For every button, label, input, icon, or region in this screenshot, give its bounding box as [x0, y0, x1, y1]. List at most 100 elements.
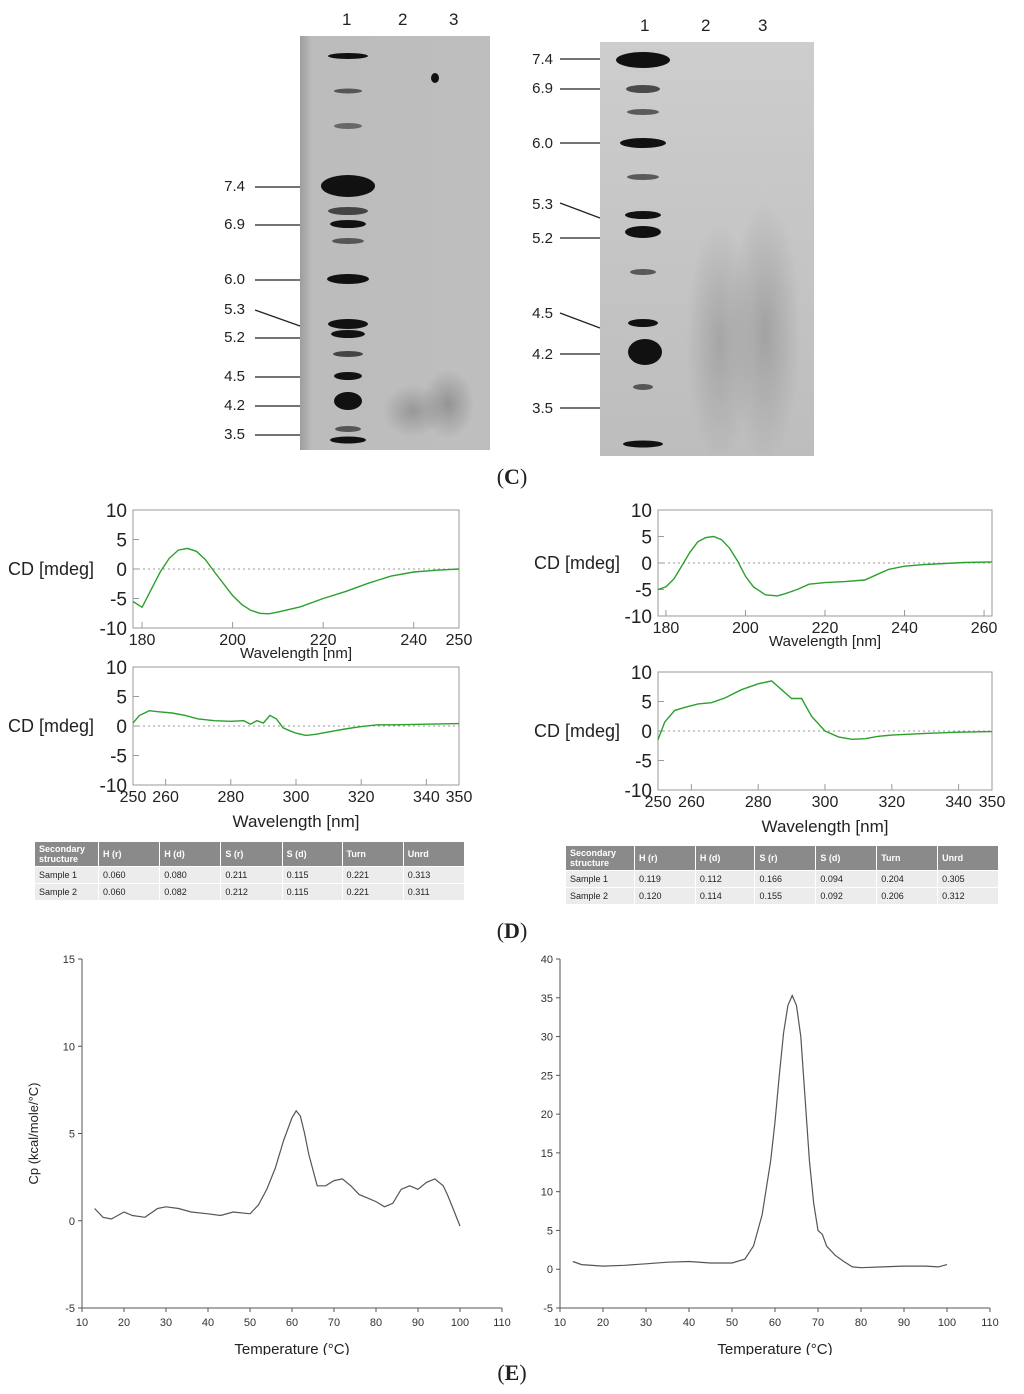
y-tick-label: 10 [106, 501, 127, 522]
x-tick-label: 300 [283, 789, 310, 806]
table-row: Sample 2 0.060 0.082 0.212 0.115 0.221 0… [35, 883, 466, 900]
table-header: H (r) [634, 846, 696, 871]
y-tick-label: -10 [100, 776, 127, 797]
pi-marker-label: 6.9 [224, 216, 245, 233]
table-cell: 0.221 [342, 866, 404, 884]
x-tick-label: 220 [812, 620, 839, 637]
table-header: S (d) [282, 842, 343, 867]
x-tick-label: 100 [938, 1317, 956, 1329]
pi-marker-label: 5.3 [224, 301, 245, 318]
x-tick-label: 250 [645, 794, 672, 811]
table-cell: Sample 2 [566, 887, 635, 904]
x-axis-label: Wavelength [nm] [762, 817, 889, 836]
pi-marker-label: 5.2 [532, 230, 553, 247]
x-tick-label: 100 [451, 1317, 469, 1329]
secondary-structure-table-right: Secondary structure H (r) H (d) S (r) S … [566, 846, 999, 904]
y-tick-label: -10 [625, 781, 652, 802]
table-cell: 0.060 [98, 883, 161, 900]
secondary-structure-table-left: Secondary structure H (r) H (d) S (r) S … [35, 842, 466, 900]
x-tick-label: 250 [120, 789, 147, 806]
table-header: Unrd [403, 842, 466, 867]
x-tick-label: 20 [118, 1317, 130, 1329]
x-tick-label: 260 [971, 620, 998, 637]
pi-marker-label: 5.3 [532, 196, 553, 213]
table-cell: 0.211 [220, 866, 283, 884]
x-tick-label: 180 [129, 632, 156, 649]
pi-marker-label: 6.9 [532, 80, 553, 97]
dsc-thermogram-line [572, 993, 948, 1269]
x-tick-label: 350 [446, 789, 473, 806]
x-tick-label: 260 [678, 794, 705, 811]
table-cell: 0.212 [220, 883, 283, 900]
y-tick-label: 25 [541, 1070, 553, 1082]
table-cell: 0.119 [634, 870, 696, 888]
table-cell: 0.060 [98, 866, 161, 884]
x-tick-label: 340 [945, 794, 972, 811]
x-tick-label: 40 [202, 1317, 214, 1329]
x-tick-label: 200 [732, 620, 759, 637]
x-axis-label: Wavelength [nm] [240, 645, 352, 662]
table-header: S (r) [754, 846, 817, 871]
x-axis-label: Wavelength [nm] [769, 633, 881, 650]
x-tick-label: 30 [640, 1317, 652, 1329]
pi-marker-label: 4.5 [532, 305, 553, 322]
x-tick-label: 240 [891, 620, 918, 637]
table-cell: 0.115 [282, 866, 343, 884]
x-tick-label: 70 [812, 1317, 824, 1329]
y-tick-label: -5 [635, 752, 652, 773]
y-tick-label: 10 [631, 501, 652, 522]
x-tick-label: 320 [348, 789, 375, 806]
table-cell: 0.112 [695, 870, 756, 888]
y-tick-label: 30 [541, 1032, 553, 1044]
x-tick-label: 350 [979, 794, 1006, 811]
x-tick-label: 10 [76, 1317, 88, 1329]
x-tick-label: 240 [400, 632, 427, 649]
x-tick-label: 280 [217, 789, 244, 806]
table-header: H (d) [695, 846, 756, 871]
plot-frame [132, 509, 460, 629]
y-tick-label: -10 [625, 607, 652, 628]
table-header: S (r) [220, 842, 283, 867]
x-tick-label: 60 [769, 1317, 781, 1329]
pi-marker-label: 4.2 [532, 346, 553, 363]
table-header: Unrd [937, 846, 999, 871]
gel-left-bands [321, 53, 439, 444]
y-tick-label: 5 [69, 1129, 75, 1141]
x-tick-label: 280 [745, 794, 772, 811]
table-cell: 0.221 [342, 883, 404, 900]
y-tick-label: 10 [106, 658, 127, 679]
pi-marker-label: 6.0 [224, 271, 245, 288]
y-tick-label: 35 [541, 993, 553, 1005]
plot-frame [132, 666, 460, 786]
y-axis-label: CD [mdeg] [8, 559, 94, 579]
table-cell: 0.094 [815, 870, 878, 888]
x-tick-label: 10 [554, 1317, 566, 1329]
table-header: H (r) [98, 842, 161, 867]
table-cell: 0.092 [815, 887, 878, 904]
y-axis-label: Cp (kcal/mole/°C) [26, 1083, 41, 1185]
table-cell: Sample 2 [35, 883, 99, 900]
table-cell: 0.120 [634, 887, 696, 904]
table-cell: 0.206 [876, 887, 939, 904]
dsc-thermogram-line [94, 1109, 461, 1227]
table-cell: 0.305 [937, 870, 999, 888]
panel-label-c: (C) [496, 464, 528, 489]
x-tick-label: 260 [152, 789, 179, 806]
gel-left-lane-2: 2 [398, 10, 408, 29]
pi-marker-label: 3.5 [224, 426, 245, 443]
pi-marker-label: 6.0 [532, 135, 553, 152]
pi-marker-label: 4.2 [224, 397, 245, 414]
table-header: Turn [876, 846, 939, 871]
x-tick-label: 80 [855, 1317, 867, 1329]
x-tick-label: 250 [446, 632, 473, 649]
cd-spectrum-line [132, 547, 460, 615]
y-tick-label: 5 [547, 1225, 553, 1237]
gel-left [300, 36, 490, 450]
y-tick-label: 0 [547, 1264, 553, 1276]
table-cell: Sample 1 [35, 866, 99, 884]
table-cell: 0.312 [937, 887, 999, 904]
pi-marker-label: 4.5 [224, 368, 245, 385]
table-header: S (d) [815, 846, 878, 871]
